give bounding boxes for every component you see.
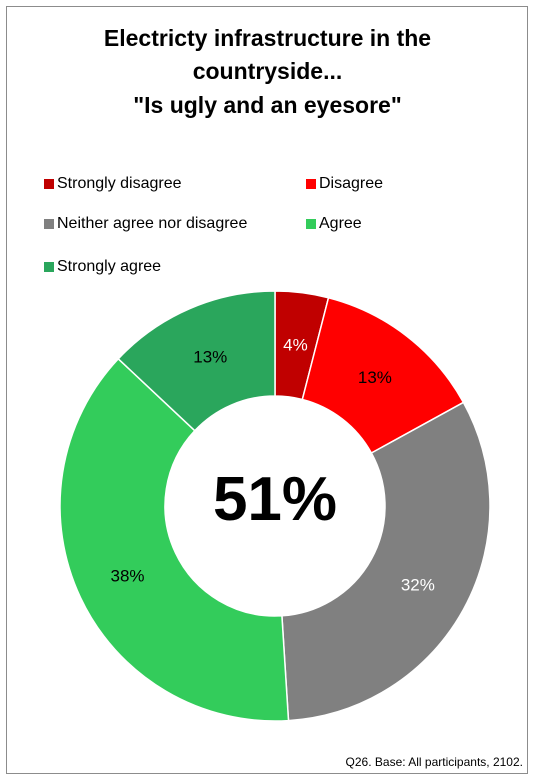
chart-title-line-2: countryside... [192,58,343,84]
legend-item-strongly-agree: Strongly agree [44,258,161,276]
legend-swatch-neither [44,219,54,229]
legend-swatch-disagree [306,179,316,189]
legend-swatch-strongly-disagree [44,179,54,189]
data-label-neither: 32% [401,576,435,595]
data-label-strongly-agree: 13% [193,347,227,366]
legend-label-agree: Agree [319,215,362,232]
data-label-disagree: 13% [358,368,392,387]
legend-label-neither: Neither agree nor disagree [57,215,248,232]
slice-strongly-agree [117,290,276,432]
legend-label-disagree: Disagree [319,175,384,192]
legend-label-strongly-agree: Strongly agree [57,258,162,275]
data-label-strongly-disagree: 4% [283,335,308,354]
chart-title-line-1: Electricty infrastructure in the [103,25,432,51]
footer-note: Q26. Base: All participants, 2102. [345,755,523,769]
legend-swatch-agree [306,219,316,229]
legend-swatch-strongly-agree [44,262,54,272]
legend-item-agree: Agree [306,215,362,233]
slice-neither [281,401,491,722]
legend-label-strongly-disagree: Strongly disagree [57,175,182,192]
legend-item-neither: Neither agree nor disagree [44,215,247,233]
slice-agree [59,357,290,722]
data-label-agree: 38% [110,566,144,585]
legend-item-disagree: Disagree [306,175,383,193]
center-label: 51% [213,465,337,534]
chart-title-line-3: "Is ugly and an eyesore" [133,92,402,118]
legend-item-strongly-disagree: Strongly disagree [44,175,182,193]
